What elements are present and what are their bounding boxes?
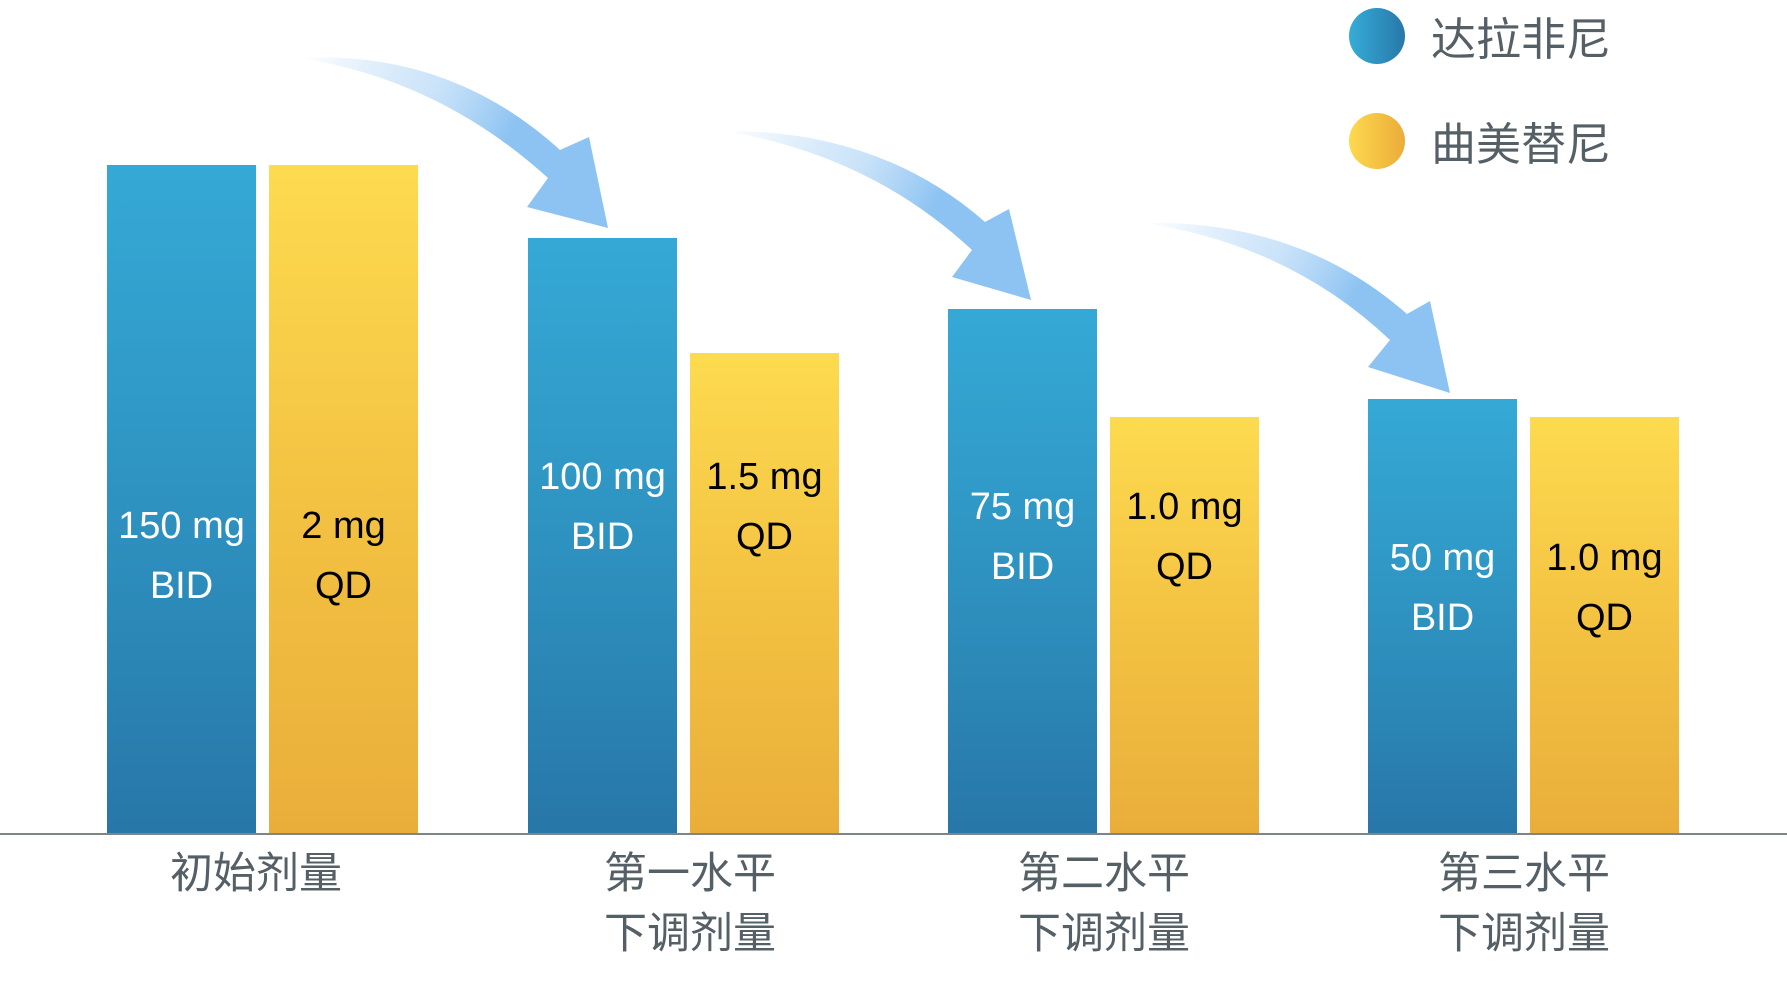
legend-dot-yellow-icon bbox=[1349, 112, 1405, 169]
category-label-initial: 初始剂量 bbox=[126, 844, 386, 904]
bar-trametinib-level1: 1.5 mg QD bbox=[690, 353, 839, 834]
bar-frequency-label: QD bbox=[736, 516, 793, 558]
legend-item-trametinib: 曲美替尼 bbox=[1349, 108, 1611, 173]
bar-frequency-label: QD bbox=[1576, 597, 1633, 639]
bar-dabrafenib-level1: 100 mg BID bbox=[528, 238, 677, 834]
bar-value-label: 1.0 mg bbox=[1546, 537, 1663, 579]
bar-frequency-label: QD bbox=[1156, 546, 1213, 588]
bar-value-label: 1.0 mg bbox=[1126, 486, 1243, 528]
category-label-level2: 第二水平 下调剂量 bbox=[974, 844, 1234, 964]
bar-dabrafenib-level2: 75 mg BID bbox=[948, 309, 1097, 834]
bar-frequency-label: BID bbox=[570, 516, 635, 558]
category-label-level3: 第三水平 下调剂量 bbox=[1394, 844, 1654, 964]
category-label-line1: 第二水平 bbox=[1018, 849, 1190, 899]
bar-trametinib-level2: 1.0 mg QD bbox=[1110, 417, 1259, 834]
category-label-line2: 下调剂量 bbox=[1018, 909, 1190, 959]
legend-item-dabrafenib: 达拉非尼 bbox=[1349, 3, 1611, 68]
arrow-2-icon bbox=[725, 130, 1031, 300]
bar-dabrafenib-initial: 150 mg BID bbox=[107, 165, 256, 834]
category-label-line1: 初始剂量 bbox=[170, 849, 342, 899]
category-label-line2: 下调剂量 bbox=[604, 909, 776, 959]
bar-trametinib-initial: 2 mg QD bbox=[269, 165, 418, 834]
bar-dabrafenib-level3: 50 mg BID bbox=[1368, 399, 1517, 834]
arrow-3-icon bbox=[1144, 222, 1450, 393]
bar-value-label: 100 mg bbox=[539, 456, 666, 498]
bar-frequency-label: QD bbox=[315, 565, 372, 607]
legend-label: 曲美替尼 bbox=[1431, 118, 1612, 171]
category-label-line2: 下调剂量 bbox=[1438, 909, 1610, 959]
bar-frequency-label: BID bbox=[1410, 597, 1475, 639]
arrow-1-icon bbox=[300, 57, 608, 228]
bar-value-label: 50 mg bbox=[1389, 537, 1496, 579]
legend-label: 达拉非尼 bbox=[1431, 13, 1612, 66]
bar-trametinib-level3: 1.0 mg QD bbox=[1530, 417, 1679, 834]
bar-value-label: 150 mg bbox=[118, 505, 245, 547]
bar-frequency-label: BID bbox=[149, 565, 214, 607]
category-label-line1: 第一水平 bbox=[604, 849, 776, 899]
bar-value-label: 2 mg bbox=[301, 505, 386, 547]
x-axis-line bbox=[0, 833, 1787, 835]
bar-value-label: 1.5 mg bbox=[706, 456, 823, 498]
bar-value-label: 75 mg bbox=[969, 486, 1076, 528]
category-label-line1: 第三水平 bbox=[1438, 849, 1610, 899]
bar-frequency-label: BID bbox=[990, 546, 1055, 588]
category-label-level1: 第一水平 下调剂量 bbox=[560, 844, 820, 964]
legend-dot-blue-icon bbox=[1349, 7, 1405, 64]
